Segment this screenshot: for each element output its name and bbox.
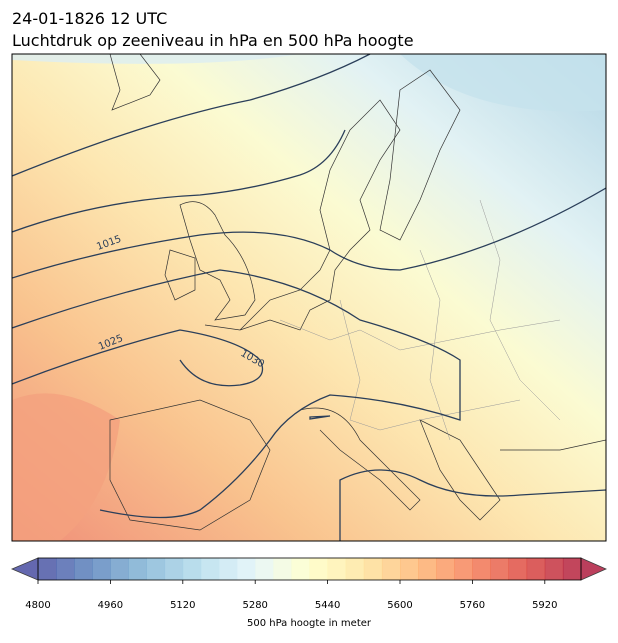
colorbar-segment	[164, 558, 184, 580]
colorbar-tick-label: 5920	[532, 600, 557, 611]
colorbar-segment	[381, 558, 401, 580]
colorbar-segment	[237, 558, 256, 580]
colorbar-segment	[363, 558, 383, 580]
colorbar-segment	[400, 558, 419, 580]
height-field	[12, 54, 300, 64]
height-field	[12, 393, 120, 541]
colorbar-segment	[110, 558, 129, 580]
colorbar-tick-label: 4800	[25, 600, 50, 611]
colorbar-segment	[182, 558, 202, 580]
colorbar-segment	[200, 558, 220, 580]
colorbar-segment	[38, 558, 57, 580]
colorbar-segment	[418, 558, 437, 580]
colorbar-extend-high	[580, 557, 607, 581]
colorbar-segment	[146, 558, 166, 580]
colorbar-segment	[490, 558, 509, 580]
colorbar-tick-label: 5440	[315, 600, 340, 611]
colorbar-tick-label: 5600	[387, 600, 412, 611]
colorbar-tick-label: 5120	[170, 600, 195, 611]
colorbar-frame	[37, 557, 582, 581]
colorbar-segment	[219, 558, 238, 580]
colorbar-tick-label: 5280	[242, 600, 267, 611]
colorbar-segment	[454, 558, 473, 580]
map-frame	[11, 53, 607, 542]
colorbar-segment	[508, 558, 528, 580]
colorbar-segment	[526, 558, 546, 580]
colorbar-segment	[92, 558, 111, 580]
colorbar-segment	[345, 558, 365, 580]
colorbar-label: 500 hPa hoogte in meter	[247, 618, 372, 629]
colorbar-segment	[56, 558, 75, 580]
colorbar: 4800 4960 5120 5280 5440 5600 5760 5920	[10, 557, 607, 611]
date-line: 24-01-1826 12 UTC	[12, 9, 167, 28]
colorbar-tick-label: 5760	[460, 600, 485, 611]
colorbar-segment	[255, 558, 274, 580]
coastlines	[109, 54, 606, 531]
colorbar-segment	[327, 558, 347, 580]
colorbar-segment	[273, 558, 292, 580]
colorbar-segment	[74, 558, 93, 580]
colorbar-segment	[472, 558, 491, 580]
map-title: Luchtdruk op zeeniveau in hPa en 500 hPa…	[12, 31, 414, 50]
colorbar-segment	[436, 558, 455, 580]
colorbar-extend-low	[10, 557, 39, 581]
height-field	[400, 54, 606, 112]
map: 1015 1025 1030	[12, 54, 606, 541]
colorbar-segment	[562, 558, 582, 580]
pressure-contours	[12, 54, 606, 541]
colorbar-segment	[128, 558, 147, 580]
colorbar-tick-label: 4960	[98, 600, 123, 611]
borders	[279, 199, 561, 441]
colorbar-segment	[309, 558, 328, 580]
colorbar-segment	[544, 558, 564, 580]
colorbar-segment	[291, 558, 310, 580]
